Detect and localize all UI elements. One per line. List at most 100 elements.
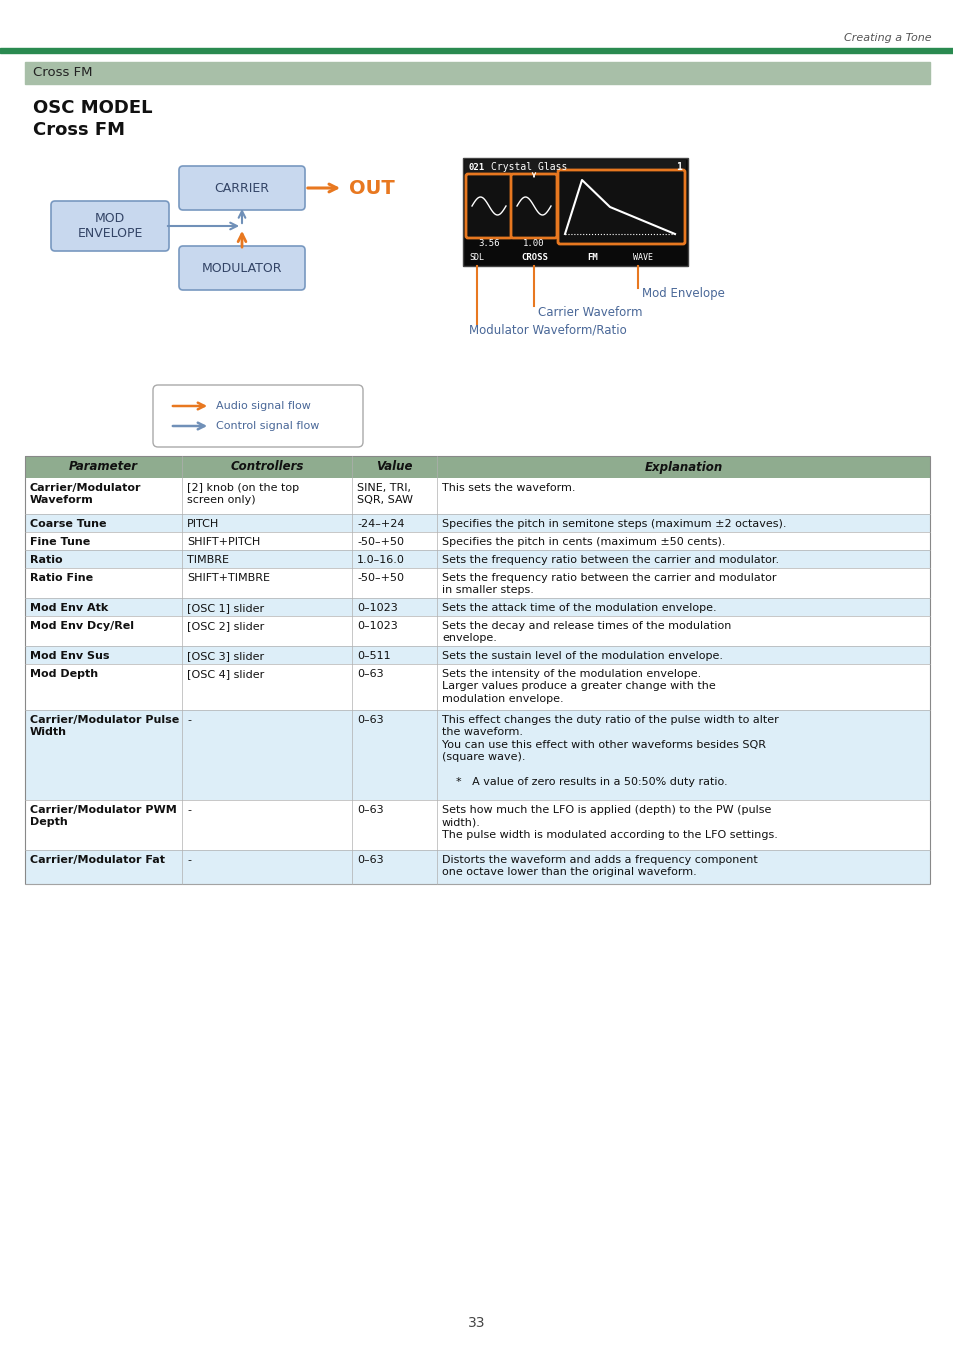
Text: -: - [187, 805, 191, 815]
Text: -: - [187, 855, 191, 865]
Text: Carrier/Modulator Pulse
Width: Carrier/Modulator Pulse Width [30, 716, 179, 737]
Bar [25, 664, 929, 710]
Text: [OSC 3] slider: [OSC 3] slider [187, 651, 264, 661]
Bar [25, 532, 929, 549]
Text: -50–+50: -50–+50 [356, 537, 403, 547]
Text: [2] knob (on the top
screen only): [2] knob (on the top screen only) [187, 483, 299, 505]
Bar [25, 850, 929, 884]
Text: 1: 1 [676, 162, 681, 171]
Text: Carrier Waveform: Carrier Waveform [537, 305, 641, 319]
FancyBboxPatch shape [179, 246, 305, 290]
Text: Ratio Fine: Ratio Fine [30, 572, 93, 583]
Bar [25, 598, 929, 616]
Text: CROSS: CROSS [521, 254, 548, 262]
Text: MOD
ENVELOPE: MOD ENVELOPE [77, 212, 143, 240]
Text: WAVE: WAVE [633, 254, 652, 262]
Text: Distorts the waveform and adds a frequency component
one octave lower than the o: Distorts the waveform and adds a frequen… [441, 855, 757, 878]
Text: [OSC 2] slider: [OSC 2] slider [187, 621, 264, 630]
Bar [25, 514, 929, 532]
Text: SDL: SDL [469, 254, 484, 262]
Text: Value: Value [375, 460, 413, 474]
Text: CARRIER: CARRIER [214, 181, 269, 194]
Text: 0–1023: 0–1023 [356, 621, 397, 630]
Bar [464, 161, 685, 174]
FancyBboxPatch shape [179, 166, 305, 211]
Bar [25, 801, 929, 850]
Bar [25, 568, 929, 598]
Text: Sets how much the LFO is applied (depth) to the PW (pulse
width).
The pulse widt: Sets how much the LFO is applied (depth)… [441, 805, 777, 840]
Text: Mod Env Atk: Mod Env Atk [30, 603, 108, 613]
Text: 0–1023: 0–1023 [356, 603, 397, 613]
Text: OUT: OUT [349, 178, 395, 197]
Text: Carrier/Modulator PWM
Depth: Carrier/Modulator PWM Depth [30, 805, 176, 828]
Text: SHIFT+PITCH: SHIFT+PITCH [187, 537, 260, 547]
Text: Audio signal flow: Audio signal flow [215, 401, 311, 410]
Text: Sets the attack time of the modulation envelope.: Sets the attack time of the modulation e… [441, 603, 716, 613]
Text: Sets the sustain level of the modulation envelope.: Sets the sustain level of the modulation… [441, 651, 722, 661]
Text: Crystal Glass: Crystal Glass [491, 162, 567, 171]
Text: Carrier/Modulator Fat: Carrier/Modulator Fat [30, 855, 165, 865]
Text: PITCH: PITCH [187, 518, 219, 529]
Text: MODULATOR: MODULATOR [201, 262, 282, 274]
Text: Mod Depth: Mod Depth [30, 670, 98, 679]
Text: Carrier/Modulator
Waveform: Carrier/Modulator Waveform [30, 483, 141, 505]
Bar [25, 647, 929, 664]
Text: 0–63: 0–63 [356, 716, 383, 725]
Text: This effect changes the duty ratio of the pulse width to alter
the waveform.
You: This effect changes the duty ratio of th… [441, 716, 778, 787]
Text: Mod Env Sus: Mod Env Sus [30, 651, 110, 661]
Text: Cross FM: Cross FM [33, 66, 92, 80]
Text: 0–511: 0–511 [356, 651, 390, 661]
Bar [25, 456, 929, 478]
Text: Sets the intensity of the modulation envelope.
Larger values produce a greater c: Sets the intensity of the modulation env… [441, 670, 715, 703]
Text: Ratio: Ratio [30, 555, 63, 566]
Text: Specifies the pitch in cents (maximum ±50 cents).: Specifies the pitch in cents (maximum ±5… [441, 537, 724, 547]
Text: 33: 33 [468, 1316, 485, 1330]
Bar [25, 710, 929, 801]
Text: Controllers: Controllers [230, 460, 303, 474]
Text: 3.56: 3.56 [477, 239, 499, 247]
Text: Cross FM: Cross FM [33, 122, 125, 139]
Text: -50–+50: -50–+50 [356, 572, 403, 583]
FancyBboxPatch shape [558, 170, 684, 244]
Text: Sets the decay and release times of the modulation
envelope.: Sets the decay and release times of the … [441, 621, 731, 644]
Bar [462, 158, 687, 266]
Text: 0–63: 0–63 [356, 805, 383, 815]
Text: OSC MODEL: OSC MODEL [33, 99, 152, 117]
FancyBboxPatch shape [511, 174, 557, 238]
Text: 0–63: 0–63 [356, 670, 383, 679]
Text: Specifies the pitch in semitone steps (maximum ±2 octaves).: Specifies the pitch in semitone steps (m… [441, 518, 785, 529]
Bar [25, 616, 929, 647]
Text: Control signal flow: Control signal flow [215, 421, 319, 431]
FancyBboxPatch shape [152, 385, 363, 447]
Text: Explanation: Explanation [643, 460, 721, 474]
Text: Sets the frequency ratio between the carrier and modulator.: Sets the frequency ratio between the car… [441, 555, 779, 566]
Bar [25, 62, 929, 84]
Text: SINE, TRI,
SQR, SAW: SINE, TRI, SQR, SAW [356, 483, 413, 505]
FancyBboxPatch shape [465, 174, 512, 238]
Text: FM: FM [587, 254, 598, 262]
Text: Creating a Tone: Creating a Tone [843, 32, 931, 43]
Text: Mod Env Dcy/Rel: Mod Env Dcy/Rel [30, 621, 133, 630]
Bar [25, 456, 929, 884]
Text: 1.00: 1.00 [522, 239, 544, 247]
Text: TIMBRE: TIMBRE [187, 555, 229, 566]
Text: Sets the frequency ratio between the carrier and modulator
in smaller steps.: Sets the frequency ratio between the car… [441, 572, 776, 595]
FancyBboxPatch shape [51, 201, 169, 251]
Bar [0, 49, 953, 53]
Text: Fine Tune: Fine Tune [30, 537, 91, 547]
Text: [OSC 1] slider: [OSC 1] slider [187, 603, 264, 613]
Text: Coarse Tune: Coarse Tune [30, 518, 107, 529]
Bar [25, 549, 929, 568]
Text: -24–+24: -24–+24 [356, 518, 404, 529]
Text: Parameter: Parameter [69, 460, 138, 474]
Text: This sets the waveform.: This sets the waveform. [441, 483, 575, 493]
Text: Mod Envelope: Mod Envelope [641, 288, 724, 301]
Text: [OSC 4] slider: [OSC 4] slider [187, 670, 264, 679]
Text: 1.0–16.0: 1.0–16.0 [356, 555, 404, 566]
Bar [25, 478, 929, 514]
Text: Modulator Waveform/Ratio: Modulator Waveform/Ratio [469, 324, 626, 336]
Text: 0–63: 0–63 [356, 855, 383, 865]
Text: SHIFT+TIMBRE: SHIFT+TIMBRE [187, 572, 270, 583]
Text: 021: 021 [469, 162, 485, 171]
Text: -: - [187, 716, 191, 725]
